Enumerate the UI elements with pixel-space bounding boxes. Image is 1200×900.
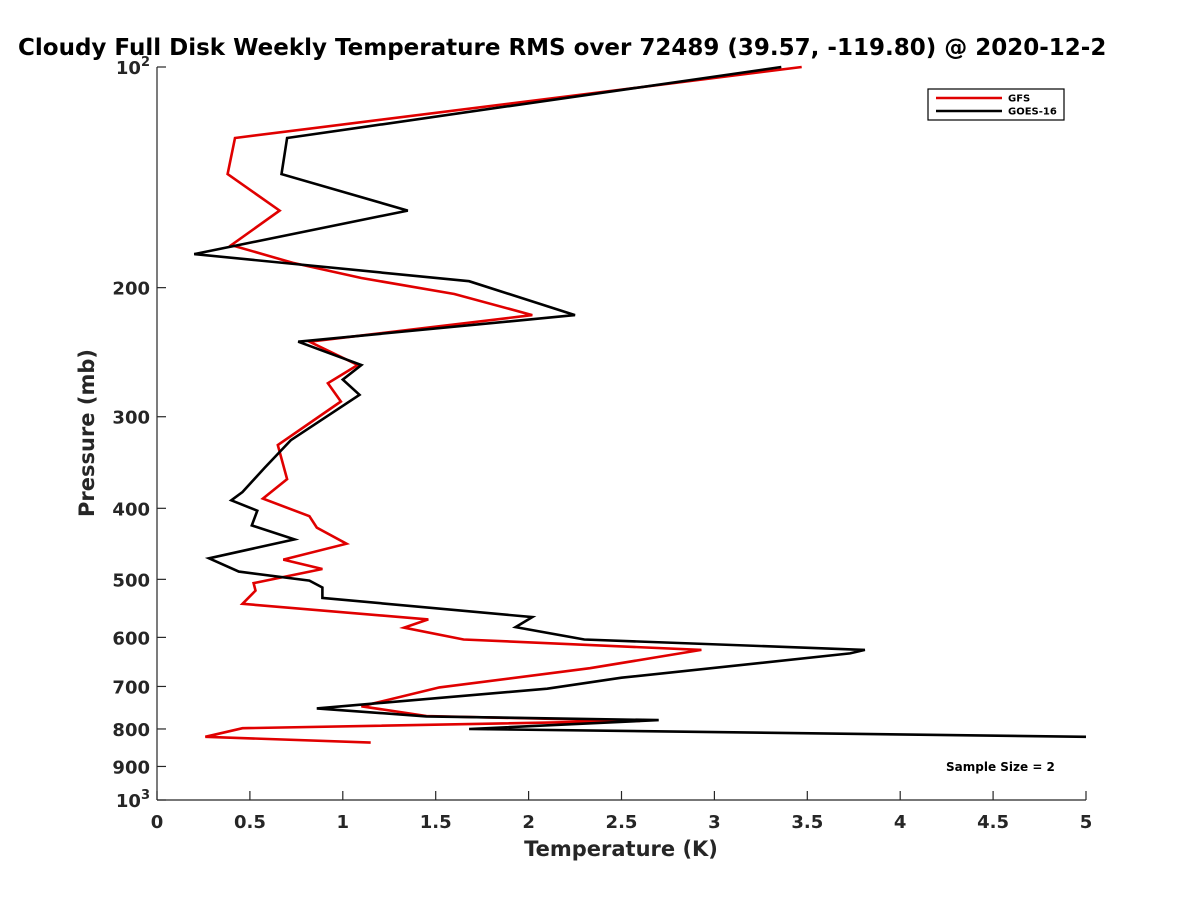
legend-label: GFS [1008, 94, 1030, 105]
y-tick-label-base: 300 [112, 408, 150, 429]
y-tick-label-base: 10 [116, 791, 141, 812]
y-tick-label-base: 800 [112, 720, 150, 741]
y-tick-label: 200 [112, 279, 150, 300]
y-tick-label: 800 [112, 720, 150, 741]
legend-label: GOES-16 [1008, 107, 1057, 118]
x-tick-label: 3 [708, 812, 721, 833]
series-line-goes-16 [193, 65, 1087, 739]
x-tick-label: 2.5 [606, 812, 638, 833]
y-tick-label: 500 [112, 570, 150, 591]
series-line-gfs [205, 65, 802, 744]
y-tick-label: 400 [112, 499, 150, 520]
y-tick-label-base: 600 [112, 628, 150, 649]
y-tick-label: 900 [112, 757, 150, 778]
x-tick-label: 2 [522, 812, 535, 833]
y-tick-label: 102 [116, 55, 150, 79]
x-ticks: 0 0.5 1 1.5 2 2.5 3 3.5 4 4.5 5 [151, 791, 1093, 833]
legend: GFS GOES-16 [927, 88, 1065, 121]
x-tick-label: 4 [894, 812, 907, 833]
y-tick-label-base: 10 [116, 58, 141, 79]
y-tick-label: 700 [112, 677, 150, 698]
y-tick-label-base: 400 [112, 499, 150, 520]
series-group [193, 65, 1087, 744]
y-tick-label: 600 [112, 628, 150, 649]
y-tick-label: 103 [116, 788, 150, 812]
y-tick-label: 300 [112, 408, 150, 429]
y-tick-label-exponent: 2 [141, 55, 150, 70]
x-axis-label: Temperature (K) [524, 837, 718, 861]
x-tick-label: 0.5 [234, 812, 266, 833]
x-tick-label: 1 [337, 812, 350, 833]
legend-box [927, 88, 1065, 121]
sample-size-annotation: Sample Size = 2 [946, 760, 1055, 774]
x-tick-label: 4.5 [977, 812, 1009, 833]
x-tick-label: 1.5 [420, 812, 452, 833]
y-tick-label-base: 700 [112, 677, 150, 698]
x-tick-label: 3.5 [791, 812, 823, 833]
y-tick-label-base: 900 [112, 757, 150, 778]
y-tick-label-exponent: 3 [141, 788, 150, 803]
y-axis-label: Pressure (mb) [75, 349, 99, 517]
y-tick-label-base: 500 [112, 570, 150, 591]
x-tick-label: 0 [151, 812, 164, 833]
x-tick-label: 5 [1080, 812, 1093, 833]
chart-title: Cloudy Full Disk Weekly Temperature RMS … [18, 35, 1106, 61]
y-tick-label-base: 200 [112, 279, 150, 300]
